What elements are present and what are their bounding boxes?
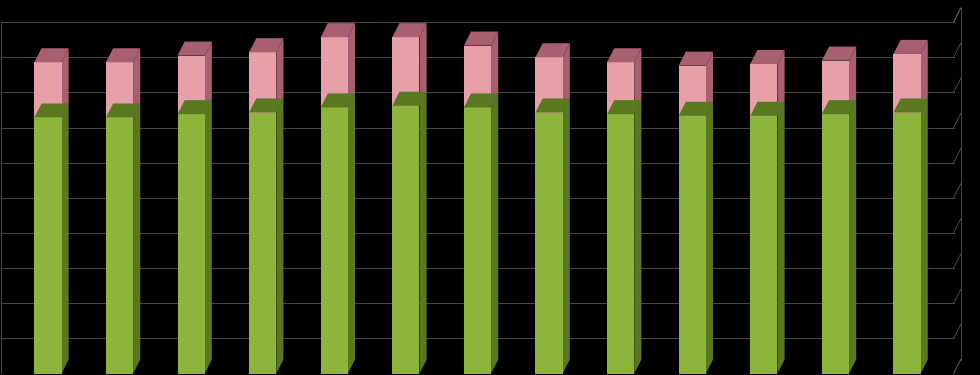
Polygon shape: [491, 32, 498, 108]
Bar: [822, 61, 849, 114]
Bar: [894, 112, 920, 374]
Bar: [678, 66, 706, 116]
Polygon shape: [348, 93, 355, 374]
Bar: [535, 57, 563, 112]
Polygon shape: [205, 100, 212, 374]
Bar: [751, 116, 777, 374]
Polygon shape: [706, 52, 713, 116]
Polygon shape: [419, 92, 426, 374]
Polygon shape: [320, 93, 355, 108]
Bar: [106, 62, 133, 117]
Polygon shape: [276, 99, 283, 374]
Polygon shape: [607, 100, 642, 114]
Bar: [822, 114, 849, 374]
Polygon shape: [419, 23, 426, 106]
Polygon shape: [894, 99, 928, 112]
Polygon shape: [751, 50, 785, 64]
Polygon shape: [849, 100, 857, 374]
Polygon shape: [563, 99, 569, 374]
Bar: [535, 112, 563, 374]
Bar: [607, 62, 634, 114]
Polygon shape: [894, 40, 928, 54]
Polygon shape: [920, 40, 928, 112]
Polygon shape: [106, 48, 140, 62]
Bar: [894, 54, 920, 112]
Bar: [464, 108, 491, 374]
Bar: [320, 108, 348, 374]
Polygon shape: [133, 48, 140, 117]
Polygon shape: [177, 100, 212, 114]
Polygon shape: [920, 99, 928, 374]
Polygon shape: [464, 32, 498, 46]
Polygon shape: [106, 104, 140, 117]
Polygon shape: [706, 102, 713, 374]
Bar: [34, 117, 62, 374]
Polygon shape: [777, 102, 785, 374]
Bar: [320, 37, 348, 108]
Bar: [392, 37, 419, 106]
Bar: [249, 52, 276, 112]
Polygon shape: [276, 38, 283, 112]
Polygon shape: [751, 102, 785, 116]
Bar: [177, 114, 205, 374]
Polygon shape: [678, 102, 713, 116]
Polygon shape: [535, 43, 569, 57]
Polygon shape: [249, 99, 283, 112]
Bar: [249, 112, 276, 374]
Polygon shape: [563, 43, 569, 112]
Bar: [678, 116, 706, 374]
Polygon shape: [62, 48, 69, 117]
Polygon shape: [464, 93, 498, 108]
Polygon shape: [348, 23, 355, 108]
Polygon shape: [849, 46, 857, 114]
Polygon shape: [678, 52, 713, 66]
Polygon shape: [177, 42, 212, 56]
Polygon shape: [392, 92, 426, 106]
Polygon shape: [62, 104, 69, 374]
Polygon shape: [320, 23, 355, 37]
Polygon shape: [634, 48, 642, 114]
Polygon shape: [491, 93, 498, 374]
Polygon shape: [535, 99, 569, 112]
Bar: [464, 46, 491, 108]
Polygon shape: [634, 100, 642, 374]
Polygon shape: [822, 100, 857, 114]
Bar: [751, 64, 777, 116]
Bar: [607, 114, 634, 374]
Bar: [177, 56, 205, 114]
Polygon shape: [133, 104, 140, 374]
Polygon shape: [205, 42, 212, 114]
Polygon shape: [822, 46, 857, 61]
Polygon shape: [777, 50, 785, 116]
Polygon shape: [34, 104, 69, 117]
Bar: [106, 117, 133, 374]
Polygon shape: [249, 38, 283, 52]
Polygon shape: [392, 23, 426, 37]
Polygon shape: [607, 48, 642, 62]
Polygon shape: [34, 48, 69, 62]
Bar: [392, 106, 419, 374]
Bar: [34, 62, 62, 117]
